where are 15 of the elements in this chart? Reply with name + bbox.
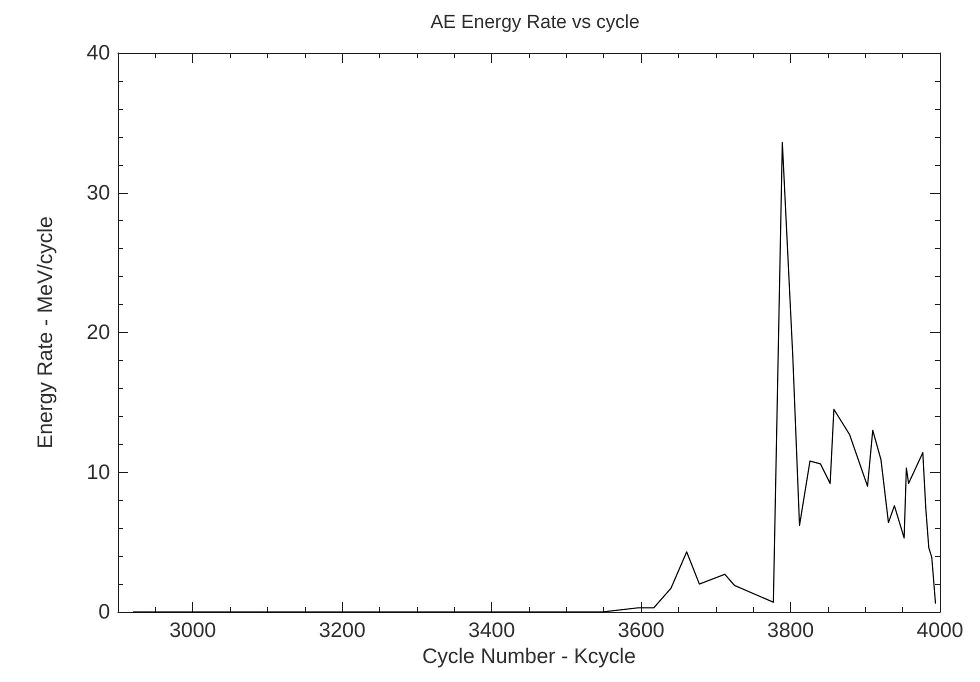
y-tick-label: 40 [86, 42, 110, 64]
x-tick-label: 4000 [916, 619, 964, 642]
x-tick-label: 3400 [468, 619, 515, 642]
chart-title: AE Energy Rate vs cycle [430, 12, 640, 33]
x-tick-label: 3200 [318, 619, 366, 642]
y-tick-label: 30 [86, 181, 110, 204]
x-axis-title: Cycle Number - Kcycle [422, 644, 636, 668]
x-tick-label: 3600 [618, 619, 664, 642]
line-series [132, 142, 936, 613]
y-axis-title: Energy Rate - MeV/cycle [34, 216, 57, 449]
x-tick-label: 3000 [169, 619, 216, 642]
y-tick-label: 0 [98, 600, 110, 624]
y-tick-label: 10 [86, 460, 110, 484]
y-tick-label: 20 [86, 321, 110, 344]
x-tick-label: 3800 [767, 619, 814, 642]
